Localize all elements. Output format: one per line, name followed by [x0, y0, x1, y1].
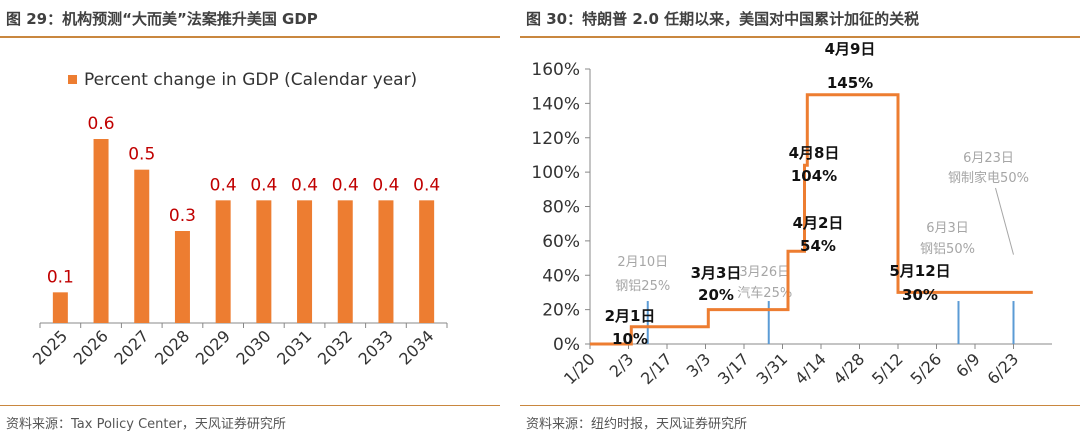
left-footer-rule: [0, 405, 500, 406]
right-footer-rule: [520, 405, 1080, 406]
event-marker-label: 钢铝25%: [615, 279, 670, 294]
y-tick-label: 80%: [542, 198, 580, 218]
event-marker-label: 2月10日: [617, 255, 668, 270]
data-label: 0.5: [128, 145, 155, 165]
x-tick-label: 2033: [355, 326, 397, 368]
bar: [174, 231, 190, 323]
data-label: 0.4: [250, 175, 277, 195]
x-tick-label: 5/12: [868, 349, 907, 388]
annotation-date: 3月3日: [691, 264, 742, 282]
annotation-date: 4月9日: [825, 40, 876, 58]
data-label: 0.4: [372, 175, 399, 195]
y-tick-label: 160%: [531, 60, 580, 80]
bar: [337, 200, 353, 323]
event-marker-label: 钢铝50%: [920, 242, 975, 257]
x-tick-label: 2029: [192, 326, 234, 368]
x-tick-label: 2026: [70, 326, 112, 368]
x-tick-label: 2/3: [606, 349, 638, 381]
y-tick-label: 20%: [542, 301, 580, 321]
event-marker-label: 6月3日: [926, 221, 969, 236]
x-tick-label: 2034: [395, 326, 437, 368]
bar: [419, 200, 435, 323]
x-tick-label: 2028: [151, 326, 193, 368]
annotation-date: 4月8日: [789, 144, 840, 162]
x-tick-label: 1/20: [560, 349, 599, 388]
y-tick-label: 60%: [542, 232, 580, 252]
x-tick-label: 3/31: [752, 349, 791, 388]
legend-swatch: [68, 75, 77, 84]
x-tick-label: 3/17: [714, 349, 753, 388]
annotation-value: 20%: [698, 286, 734, 304]
x-tick-label: 2031: [273, 326, 315, 368]
bar: [256, 200, 272, 323]
event-leader-line: [995, 187, 1014, 255]
x-tick-label: 2030: [232, 326, 274, 368]
annotation-date: 2月1日: [605, 307, 656, 325]
right-figure-title: 图 30：特朗普 2.0 任期以来，美国对中国累计加征的关税: [526, 10, 920, 28]
data-label: 0.3: [169, 206, 196, 226]
bar: [93, 139, 109, 323]
bar: [297, 200, 313, 323]
left-figure-title: 图 29：机构预测“大而美”法案推升美国 GDP: [6, 10, 318, 28]
event-marker-label: 3月26日: [739, 265, 790, 280]
x-tick-label: 2032: [314, 326, 356, 368]
annotation-date: 5月12日: [889, 262, 950, 280]
annotation-value: 10%: [612, 330, 648, 348]
annotation-value: 104%: [791, 167, 837, 185]
left-figure-panel: 图 29：机构预测“大而美”法案推升美国 GDP Percent change …: [0, 0, 500, 440]
y-tick-label: 120%: [531, 129, 580, 149]
data-label: 0.4: [210, 175, 237, 195]
event-marker-label: 6月23日: [963, 151, 1014, 166]
x-tick-label: 2/17: [637, 349, 676, 388]
data-label: 0.6: [88, 114, 115, 134]
data-label: 0.4: [291, 175, 318, 195]
annotation-value: 30%: [902, 286, 938, 304]
tariff-series-line: [590, 93, 1033, 346]
x-tick-label: 3/3: [683, 349, 715, 381]
y-tick-label: 100%: [531, 163, 580, 183]
x-tick-label: 4/14: [791, 349, 830, 388]
x-tick-label: 6/9: [952, 349, 984, 381]
event-marker-label: 钢制家电50%: [948, 170, 1029, 186]
data-label: 0.1: [47, 267, 74, 287]
right-source-note: 资料来源：纽约时报，天风证券研究所: [526, 417, 748, 432]
x-tick-label: 2025: [29, 326, 71, 368]
legend-label: Percent change in GDP (Calendar year): [84, 70, 417, 90]
annotation-value: 145%: [827, 74, 873, 92]
data-label: 0.4: [332, 175, 359, 195]
tariff-line-chart: 0% 20% 40% 60% 80% 100% 120% 140% 160% 1/20 2/3 2/1…: [531, 40, 1052, 388]
left-source-note: 资料来源：Tax Policy Center，天风证券研究所: [6, 417, 286, 432]
bar: [378, 200, 394, 323]
right-figure-panel: 图 30：特朗普 2.0 任期以来，美国对中国累计加征的关税 0% 20% 40% 6…: [520, 0, 1080, 440]
event-marker-label: 汽车25%: [737, 285, 792, 301]
x-tick-label: 4/28: [829, 349, 868, 388]
data-label: 0.4: [413, 175, 440, 195]
x-tick-label: 6/23: [983, 349, 1022, 388]
gdp-bar-chart: Percent change in GDP (Calendar year) 0.1…: [29, 70, 448, 369]
y-tick-label: 0%: [553, 335, 580, 355]
x-tick-label: 2027: [110, 326, 152, 368]
bar: [134, 169, 150, 323]
right-title-rule: [520, 36, 1080, 38]
x-tick-label: 5/26: [906, 349, 945, 388]
annotation-date: 4月2日: [793, 214, 844, 232]
left-title-rule: [0, 36, 500, 38]
annotation-value: 54%: [800, 237, 836, 255]
y-tick-label: 140%: [531, 94, 580, 114]
bar: [215, 200, 231, 323]
y-tick-label: 40%: [542, 266, 580, 286]
bar: [52, 292, 68, 323]
